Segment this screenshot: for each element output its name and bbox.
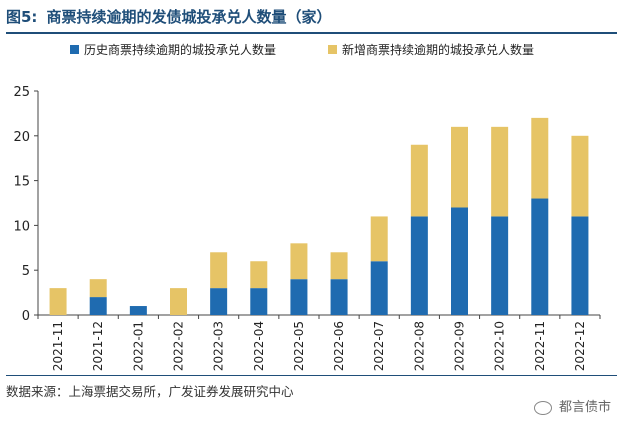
figure-label: 图5: xyxy=(6,8,38,26)
x-tick-label: 2022-05 xyxy=(292,321,306,371)
stacked-bar-chart: 历史商票持续逾期的城投承兑人数量 新增商票持续逾期的城投承兑人数量 0 5 10 15 2… xyxy=(13,42,601,371)
x-tick-label: 2022-01 xyxy=(131,321,145,371)
bar-segment xyxy=(531,117,549,199)
x-tick-label: 2022-08 xyxy=(412,321,426,371)
source-note: 数据来源：上海票据交易所，广发证券发展研究中心 xyxy=(6,384,294,399)
bar-segment xyxy=(451,126,468,208)
bar-segment xyxy=(370,261,388,315)
bar-segment xyxy=(531,198,549,315)
x-tick-label: 2022-10 xyxy=(493,321,507,371)
bar-segment xyxy=(370,216,388,262)
x-tick-label: 2021-12 xyxy=(91,321,105,371)
watermark-text: 都言债市 xyxy=(558,400,611,415)
y-tick-label: 0 xyxy=(22,309,30,324)
x-tick-label: 2021-11 xyxy=(51,321,65,371)
x-tick-label: 2022-11 xyxy=(533,321,547,371)
bar-segment xyxy=(330,252,348,280)
chart-title: 商票持续逾期的发债城投承兑人数量（家） xyxy=(46,8,332,26)
x-tick-label: 2022-04 xyxy=(252,321,266,371)
bar-segment xyxy=(290,243,308,280)
x-tick-label: 2022-07 xyxy=(372,321,386,371)
bar-segment xyxy=(250,288,268,315)
bar-segment xyxy=(129,306,147,315)
bar-segment xyxy=(170,288,187,315)
legend-label: 新增商票持续逾期的城投承兑人数量 xyxy=(342,42,534,57)
y-tick-label: 20 xyxy=(13,130,30,145)
bar-segment xyxy=(330,279,348,315)
y-tick-label: 15 xyxy=(13,175,30,190)
bar-segment xyxy=(410,144,428,217)
bar-segment xyxy=(491,216,509,315)
bar-segment xyxy=(571,216,589,315)
y-tick-label: 5 xyxy=(22,264,30,279)
legend-swatch xyxy=(70,45,79,54)
bar-segment xyxy=(250,261,268,289)
legend-label: 历史商票持续逾期的城投承兑人数量 xyxy=(84,42,276,57)
y-tick-label: 25 xyxy=(13,85,30,100)
bar-segment xyxy=(210,252,228,289)
bar-segment xyxy=(290,279,308,315)
x-tick-labels: 2021-11 2021-12 2022-01 2022-02 2022-03 2022-… xyxy=(51,321,587,371)
legend-swatch xyxy=(328,45,337,54)
bar-segment xyxy=(89,297,107,315)
x-tick-label: 2022-09 xyxy=(453,321,467,371)
title-rule xyxy=(6,32,617,34)
bar-segment xyxy=(571,135,589,217)
bar-segment xyxy=(451,207,468,315)
watermark: 都言债市 xyxy=(533,396,611,415)
bar-segment xyxy=(89,279,107,298)
wechat-icon xyxy=(533,400,552,415)
footer-rule xyxy=(6,375,617,376)
x-tick-label: 2022-12 xyxy=(573,321,587,371)
legend-item: 新增商票持续逾期的城投承兑人数量 xyxy=(328,42,534,57)
x-tick-label: 2022-06 xyxy=(332,321,346,371)
bars xyxy=(49,117,589,315)
bar-segment xyxy=(49,288,67,315)
x-tick-label: 2022-02 xyxy=(172,321,186,371)
legend-item: 历史商票持续逾期的城投承兑人数量 xyxy=(70,42,276,57)
bar-segment xyxy=(210,288,228,315)
x-tick-label: 2022-03 xyxy=(212,321,226,371)
title-row: 图5: 商票持续逾期的发债城投承兑人数量（家） xyxy=(6,6,617,34)
bar-segment xyxy=(491,126,509,217)
bar-segment xyxy=(410,216,428,315)
legend: 历史商票持续逾期的城投承兑人数量 新增商票持续逾期的城投承兑人数量 xyxy=(70,42,534,57)
y-tick-label: 10 xyxy=(13,219,30,234)
